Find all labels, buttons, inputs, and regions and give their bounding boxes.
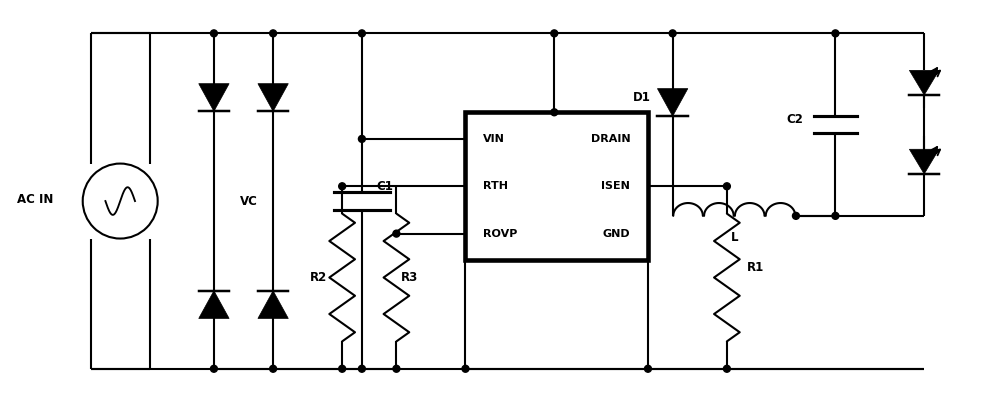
- Circle shape: [270, 30, 277, 37]
- Circle shape: [270, 365, 277, 372]
- Circle shape: [210, 30, 217, 37]
- Circle shape: [723, 183, 730, 190]
- Polygon shape: [258, 291, 288, 319]
- Circle shape: [645, 365, 651, 372]
- Text: VIN: VIN: [483, 134, 505, 144]
- Polygon shape: [258, 84, 288, 111]
- Circle shape: [723, 365, 730, 372]
- Text: GND: GND: [603, 229, 630, 239]
- Circle shape: [832, 212, 839, 219]
- Text: ROVP: ROVP: [483, 229, 518, 239]
- Circle shape: [551, 109, 558, 116]
- Polygon shape: [199, 84, 229, 111]
- Polygon shape: [909, 70, 939, 95]
- Text: D1: D1: [633, 91, 651, 104]
- Circle shape: [339, 365, 346, 372]
- Circle shape: [669, 30, 676, 37]
- Polygon shape: [909, 149, 939, 174]
- Circle shape: [792, 212, 799, 219]
- Circle shape: [393, 230, 400, 237]
- Text: AC IN: AC IN: [17, 193, 53, 206]
- Text: R3: R3: [401, 271, 419, 284]
- Polygon shape: [657, 89, 688, 116]
- Circle shape: [358, 365, 365, 372]
- Text: DRAIN: DRAIN: [591, 134, 630, 144]
- Text: C2: C2: [786, 113, 803, 126]
- Text: VC: VC: [240, 194, 257, 208]
- Text: ISEN: ISEN: [601, 181, 630, 191]
- Circle shape: [358, 136, 365, 142]
- Bar: [465, 112, 648, 260]
- Text: C1: C1: [377, 180, 394, 193]
- Polygon shape: [199, 291, 229, 319]
- Circle shape: [832, 30, 839, 37]
- Circle shape: [210, 365, 217, 372]
- Text: RTH: RTH: [483, 181, 508, 191]
- Circle shape: [358, 30, 365, 37]
- Circle shape: [551, 30, 558, 37]
- Circle shape: [462, 365, 469, 372]
- Circle shape: [393, 365, 400, 372]
- Text: R1: R1: [747, 261, 764, 274]
- Text: L: L: [731, 231, 738, 244]
- Text: R2: R2: [310, 271, 327, 284]
- Circle shape: [339, 183, 346, 190]
